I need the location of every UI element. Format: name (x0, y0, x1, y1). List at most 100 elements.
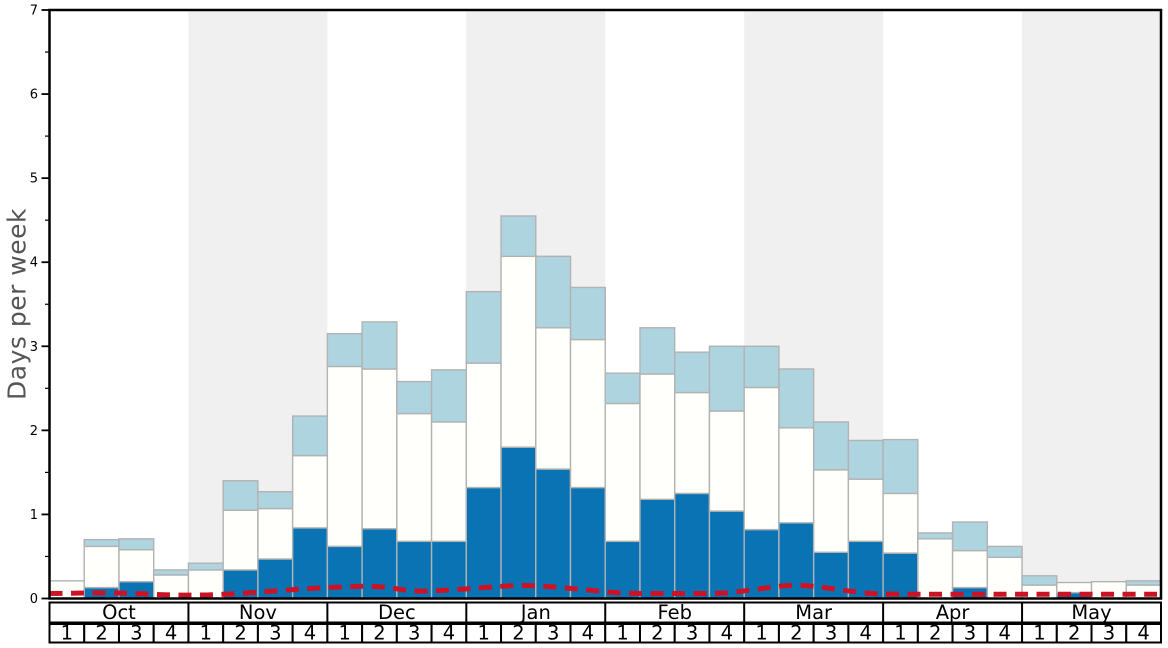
week-cell (1125, 623, 1162, 644)
bar-segment-Jan-1 (465, 290, 502, 364)
bar-segment-Feb-3 (674, 492, 711, 600)
bar-segment-Dec-4 (430, 421, 468, 543)
bar-segment-Jan-1 (465, 486, 502, 600)
bar-segment-Apr-3 (951, 549, 989, 589)
bar-segment-Mar-4 (847, 478, 884, 543)
week-number-label: 2 (512, 622, 524, 645)
bar-segment-Apr-1 (882, 438, 919, 495)
bar-segment-Mar-1 (743, 345, 780, 389)
bar-segment-May-4 (1125, 580, 1162, 586)
bar-segment-Dec-2 (361, 368, 398, 530)
bar-segment-Mar-2 (778, 427, 815, 524)
week-number-label: 2 (1068, 622, 1080, 645)
month-label-May: May (1071, 601, 1111, 624)
month-label-Feb: Feb (657, 601, 692, 624)
bar-segment-Apr-2 (917, 538, 954, 600)
week-number-label: 1 (200, 622, 212, 645)
bar-segment-May-2 (1056, 581, 1093, 594)
bar-segment-Nov-2 (222, 509, 259, 571)
bar-segment-Nov-4 (291, 454, 329, 529)
bar-segment-Nov-1 (187, 562, 224, 571)
y-tick-label: 2 (30, 424, 38, 439)
week-number-label: 1 (616, 622, 628, 645)
week-number-label: 1 (477, 622, 489, 645)
bar-segment-Feb-3 (674, 351, 711, 394)
bar-segment-Feb-2 (639, 373, 676, 500)
bar-segment-Jan-3 (535, 327, 572, 470)
week-number-label: 3 (547, 622, 559, 645)
red-dashed-line (49, 582, 1161, 598)
month-label-Jan: Jan (519, 601, 551, 624)
y-tick-label: 0 (30, 592, 38, 607)
week-number-label: 1 (61, 622, 73, 645)
week-number-label: 2 (651, 622, 663, 645)
bar-segment-Feb-2 (639, 327, 676, 375)
month-label-Apr: Apr (936, 601, 971, 624)
week-number-label: 1 (755, 622, 767, 645)
bar-segment-Jan-2 (500, 255, 537, 448)
y-tick-label: 1 (30, 508, 38, 523)
bar-segment-Jan-4 (569, 338, 606, 489)
bar-segment-Apr-2 (917, 532, 954, 540)
y-tick-label: 7 (30, 4, 38, 19)
y-tick-label: 5 (30, 172, 38, 187)
month-shade-band (1022, 10, 1161, 599)
month-label-Mar: Mar (795, 601, 833, 624)
bar-segment-Mar-3 (812, 421, 850, 471)
bar-segment-Jan-3 (535, 468, 572, 600)
month-label-Oct: Oct (102, 601, 136, 624)
week-number-label: 1 (894, 622, 906, 645)
bar-segment-Feb-4 (708, 410, 745, 512)
bar-segment-May-1 (1021, 575, 1058, 586)
bar-segment-Feb-1 (604, 372, 641, 405)
bar-segment-Feb-1 (604, 402, 641, 543)
y-tick-label: 6 (30, 88, 38, 103)
bar-segment-Feb-3 (674, 391, 711, 495)
bar-segment-Dec-4 (430, 369, 468, 423)
week-number-label: 4 (721, 622, 733, 645)
bar-segment-Oct-2 (83, 545, 120, 589)
bar-segment-Oct-4 (153, 569, 190, 576)
week-number-label: 3 (686, 622, 698, 645)
bar-segment-Jan-4 (569, 486, 606, 600)
bar-segment-Oct-3 (118, 538, 155, 551)
bar-segment-Nov-3 (257, 491, 294, 510)
week-number-label: 2 (234, 622, 246, 645)
bar-segment-Nov-4 (291, 415, 329, 457)
bar-segment-Apr-1 (882, 492, 919, 554)
bar-segment-Jan-1 (465, 362, 502, 489)
week-number-label: 4 (860, 622, 872, 645)
week-number-label: 4 (582, 622, 594, 645)
y-tick-label: 3 (30, 340, 38, 355)
week-number-label: 1 (339, 622, 351, 645)
bar-segment-Feb-4 (708, 510, 745, 600)
bar-segment-Dec-1 (326, 545, 363, 600)
week-number-label: 4 (304, 622, 316, 645)
bar-segment-Dec-2 (361, 321, 398, 370)
month-label-Nov: Nov (239, 601, 277, 624)
bar-segment-Mar-4 (847, 439, 884, 480)
bar-segment-Jan-3 (535, 255, 572, 329)
bar-segment-Nov-2 (222, 480, 259, 511)
bar-segment-Dec-1 (326, 365, 363, 548)
bar-segment-Feb-2 (639, 498, 676, 600)
bar-segment-Apr-4 (986, 545, 1023, 559)
week-number-label: 4 (1137, 622, 1149, 645)
bar-segment-Apr-1 (882, 552, 919, 600)
bar-segment-Apr-3 (951, 521, 989, 552)
bar-segment-Oct-2 (83, 538, 120, 548)
y-tick-label: 4 (30, 256, 38, 271)
month-label-Dec: Dec (378, 601, 416, 624)
week-number-label: 3 (964, 622, 976, 645)
week-number-label: 4 (998, 622, 1010, 645)
bar-segment-Jan-4 (569, 286, 606, 341)
bar-segment-Nov-3 (257, 507, 294, 560)
week-number-label: 3 (130, 622, 142, 645)
week-number-label: 2 (929, 622, 941, 645)
bar-segment-Jan-2 (500, 446, 537, 600)
week-number-label: 4 (165, 622, 177, 645)
week-number-label: 1 (1033, 622, 1045, 645)
bar-segment-Apr-4 (986, 556, 1023, 600)
